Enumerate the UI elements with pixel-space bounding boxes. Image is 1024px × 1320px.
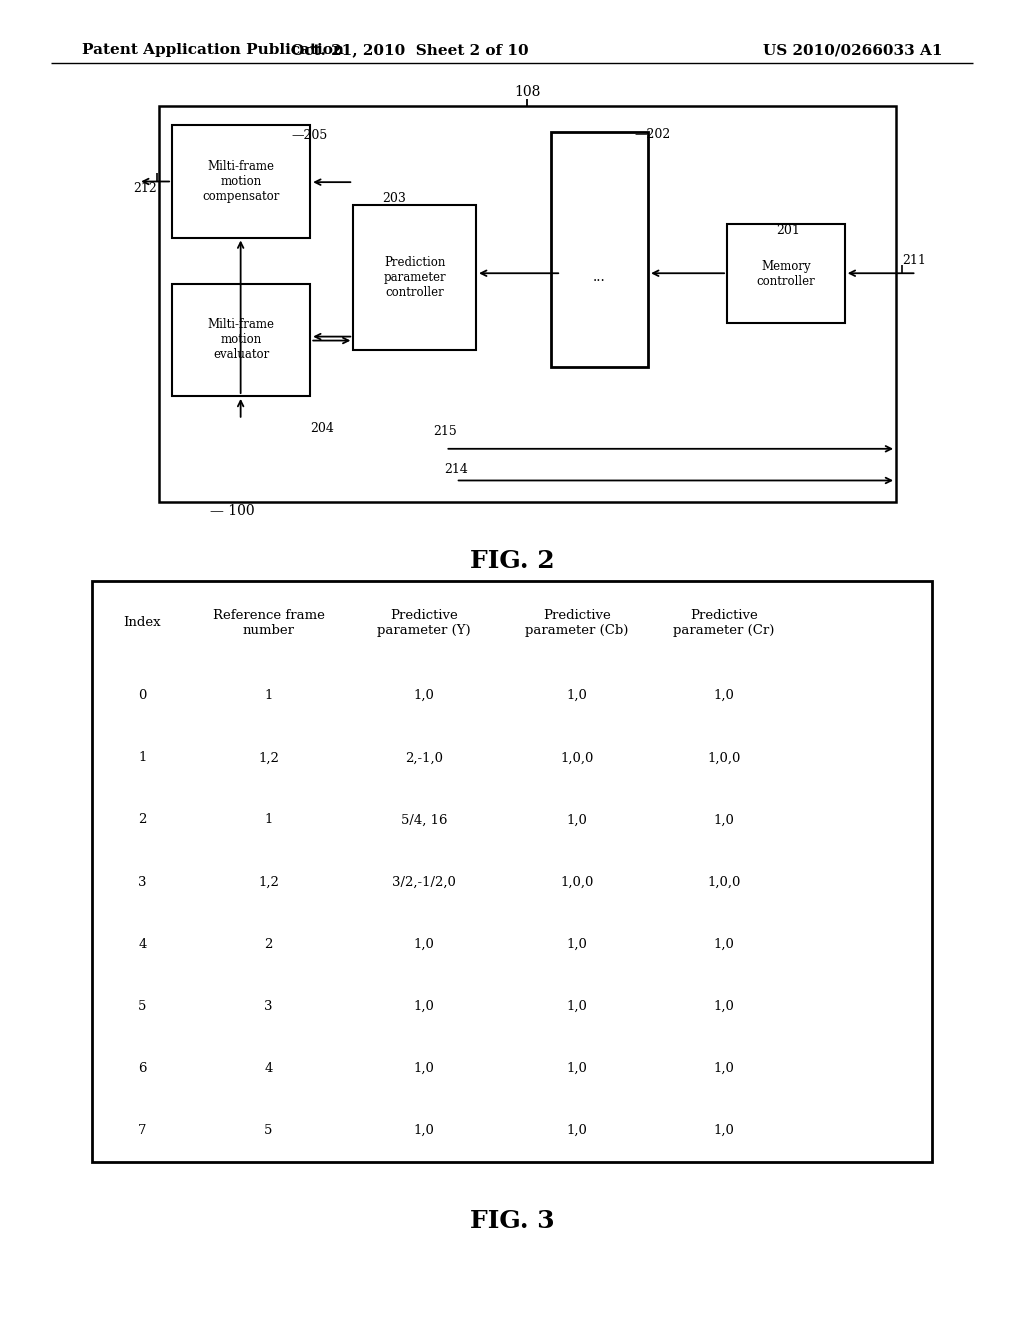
Text: — 100: — 100 (210, 504, 255, 517)
Text: 201: 201 (776, 224, 801, 238)
Bar (172, 125, 310, 238)
Bar (172, 284, 310, 396)
Text: FIG. 2: FIG. 2 (470, 549, 554, 573)
Text: FIG. 3: FIG. 3 (470, 1209, 554, 1233)
Text: 5: 5 (138, 999, 146, 1012)
Text: 1,0,0: 1,0,0 (560, 751, 594, 764)
Text: 1: 1 (264, 813, 272, 826)
Text: Milti-frame
motion
evaluator: Milti-frame motion evaluator (208, 318, 274, 362)
Text: 1,0: 1,0 (566, 999, 588, 1012)
Bar (551, 132, 648, 367)
Text: 4: 4 (264, 1061, 272, 1074)
Text: 1,2: 1,2 (258, 751, 279, 764)
Text: 1,0,0: 1,0,0 (560, 875, 594, 888)
Bar (159, 106, 896, 502)
Text: 1,0: 1,0 (414, 1061, 434, 1074)
Text: 1,0,0: 1,0,0 (708, 751, 740, 764)
Text: 1,0: 1,0 (714, 937, 734, 950)
Text: 1,0: 1,0 (566, 1125, 588, 1137)
Text: 215: 215 (433, 425, 458, 438)
Text: 1: 1 (138, 751, 146, 764)
Text: Milti-frame
motion
compensator: Milti-frame motion compensator (203, 160, 280, 203)
Text: 5: 5 (264, 1125, 272, 1137)
Bar (727, 224, 845, 323)
Text: 1,0: 1,0 (714, 999, 734, 1012)
Text: 7: 7 (138, 1125, 146, 1137)
Text: Predictive
parameter (Cb): Predictive parameter (Cb) (525, 609, 629, 636)
Text: 1,0: 1,0 (414, 689, 434, 702)
Bar (561, 145, 638, 209)
Bar (353, 205, 476, 350)
Text: 1,0: 1,0 (714, 1125, 734, 1137)
Text: —202: —202 (635, 128, 671, 141)
Text: 1,0: 1,0 (714, 813, 734, 826)
Text: 214: 214 (443, 463, 468, 477)
Text: US 2010/0266033 A1: US 2010/0266033 A1 (763, 44, 942, 57)
Text: ...: ... (593, 271, 606, 284)
Text: Oct. 21, 2010  Sheet 2 of 10: Oct. 21, 2010 Sheet 2 of 10 (291, 44, 528, 57)
Text: Reference frame
number: Reference frame number (213, 609, 325, 636)
Text: 2,-1,0: 2,-1,0 (404, 751, 442, 764)
Text: Patent Application Publication: Patent Application Publication (82, 44, 344, 57)
Text: 2: 2 (138, 813, 146, 826)
Text: Predictive
parameter (Cr): Predictive parameter (Cr) (674, 609, 775, 636)
Text: Memory
controller: Memory controller (757, 260, 815, 288)
Text: 3/2,-1/2,0: 3/2,-1/2,0 (392, 875, 456, 888)
Text: 212: 212 (133, 182, 158, 195)
Bar (561, 293, 638, 356)
Text: 1: 1 (264, 689, 272, 702)
Text: Index: Index (124, 616, 162, 630)
Text: 1,0: 1,0 (414, 999, 434, 1012)
Text: 203: 203 (382, 191, 407, 205)
Text: FMN: FMN (585, 318, 614, 331)
Text: —205: —205 (292, 129, 328, 143)
Bar (92, 581, 932, 1162)
Text: FM1: FM1 (586, 170, 613, 183)
Text: Predictive
parameter (Y): Predictive parameter (Y) (377, 609, 471, 636)
Text: 2: 2 (264, 937, 272, 950)
Text: 1,0: 1,0 (566, 937, 588, 950)
Text: 1,0: 1,0 (566, 813, 588, 826)
Text: Prediction
parameter
controller: Prediction parameter controller (383, 256, 446, 298)
Text: 1,0: 1,0 (566, 689, 588, 702)
Text: 1,0: 1,0 (714, 689, 734, 702)
Text: 6: 6 (138, 1061, 146, 1074)
Text: 3: 3 (138, 875, 146, 888)
Text: 3: 3 (264, 999, 272, 1012)
Text: 1,0: 1,0 (714, 1061, 734, 1074)
Text: 1,2: 1,2 (258, 875, 279, 888)
Text: 1,0,0: 1,0,0 (708, 875, 740, 888)
Text: 1,0: 1,0 (414, 937, 434, 950)
Text: 1,0: 1,0 (414, 1125, 434, 1137)
Text: 4: 4 (138, 937, 146, 950)
Text: 0: 0 (138, 689, 146, 702)
Text: 204: 204 (310, 422, 335, 436)
Text: 211: 211 (902, 253, 927, 267)
Text: 108: 108 (514, 86, 541, 99)
Text: 5/4, 16: 5/4, 16 (400, 813, 447, 826)
Text: 1,0: 1,0 (566, 1061, 588, 1074)
